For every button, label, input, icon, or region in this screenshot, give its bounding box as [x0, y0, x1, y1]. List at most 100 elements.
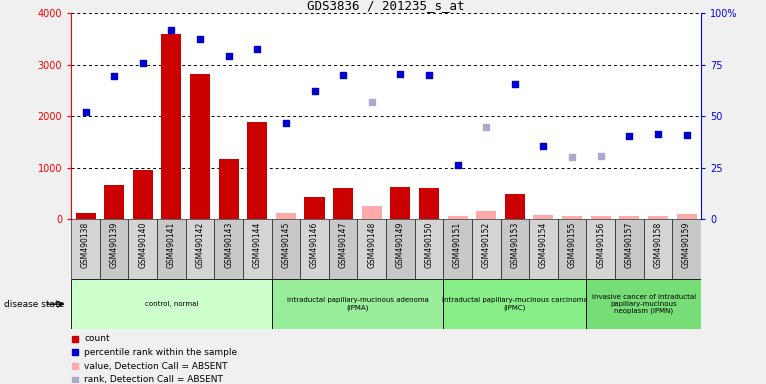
Bar [104, 185, 124, 219]
Bar [591, 216, 611, 219]
Bar [129, 219, 157, 279]
Text: GSM490158: GSM490158 [653, 221, 663, 268]
Bar [71, 219, 100, 279]
Text: GSM490153: GSM490153 [510, 221, 519, 268]
Point [108, 73, 120, 79]
Point [423, 72, 435, 78]
Point [365, 99, 378, 105]
Text: GSM490139: GSM490139 [110, 221, 119, 268]
Bar [673, 219, 701, 279]
Bar [562, 216, 582, 219]
Text: GSM490142: GSM490142 [195, 221, 205, 268]
Bar [272, 219, 300, 279]
Text: GSM490156: GSM490156 [596, 221, 605, 268]
Bar [643, 219, 673, 279]
Bar [329, 219, 358, 279]
Bar [76, 213, 96, 219]
Point [680, 132, 692, 138]
Point [451, 162, 463, 169]
Text: intraductal papillary-mucinous adenoma
(IPMA): intraductal papillary-mucinous adenoma (… [286, 297, 428, 311]
Bar [391, 187, 411, 219]
Bar [247, 122, 267, 219]
Text: GSM490144: GSM490144 [253, 221, 262, 268]
Bar [214, 219, 243, 279]
Bar [157, 219, 185, 279]
Point [337, 72, 349, 78]
Text: GSM490140: GSM490140 [139, 221, 147, 268]
Text: GSM490148: GSM490148 [367, 221, 376, 268]
Bar [558, 219, 587, 279]
Bar [505, 194, 525, 219]
Text: rank, Detection Call = ABSENT: rank, Detection Call = ABSENT [84, 376, 224, 384]
Bar [529, 219, 558, 279]
Bar [358, 219, 386, 279]
Text: invasive cancer of intraductal
papillary-mucinous
neoplasm (IPMN): invasive cancer of intraductal papillary… [591, 294, 696, 314]
Text: value, Detection Call = ABSENT: value, Detection Call = ABSENT [84, 362, 228, 371]
Bar [472, 219, 500, 279]
Bar [676, 214, 696, 219]
Text: GSM490138: GSM490138 [81, 221, 90, 268]
Point [280, 120, 292, 126]
Text: GSM490159: GSM490159 [682, 221, 691, 268]
Point [80, 109, 92, 115]
Bar [587, 279, 701, 329]
Text: GSM490145: GSM490145 [281, 221, 290, 268]
Bar [100, 219, 129, 279]
Point [566, 154, 578, 161]
Bar [272, 279, 444, 329]
Bar [476, 211, 496, 219]
Text: GSM490149: GSM490149 [396, 221, 405, 268]
Bar [305, 197, 325, 219]
Point [251, 46, 264, 52]
Text: GSM490151: GSM490151 [453, 221, 462, 268]
Bar [444, 279, 587, 329]
Bar [218, 159, 239, 219]
Text: GSM490150: GSM490150 [424, 221, 434, 268]
Bar [162, 34, 182, 219]
Bar [533, 215, 554, 219]
Bar [500, 219, 529, 279]
Text: GSM490143: GSM490143 [224, 221, 233, 268]
Bar [620, 216, 640, 219]
Bar [243, 219, 272, 279]
Point [223, 53, 235, 59]
Point [165, 27, 178, 33]
Bar [190, 74, 210, 219]
Point [624, 132, 636, 139]
Point [309, 88, 321, 94]
Text: GSM490146: GSM490146 [310, 221, 319, 268]
Bar [185, 219, 214, 279]
Point [538, 143, 550, 149]
Bar [615, 219, 643, 279]
Bar [447, 216, 467, 219]
Text: count: count [84, 334, 110, 343]
Point [652, 131, 664, 137]
Point [194, 36, 206, 42]
Point [394, 70, 407, 76]
Bar [362, 206, 381, 219]
Text: GSM490157: GSM490157 [625, 221, 633, 268]
Bar [444, 219, 472, 279]
Bar [333, 187, 353, 219]
Title: GDS3836 / 201235_s_at: GDS3836 / 201235_s_at [307, 0, 465, 12]
Point [136, 60, 149, 66]
Text: control, normal: control, normal [145, 301, 198, 307]
Bar [276, 213, 296, 219]
Text: GSM490152: GSM490152 [482, 221, 491, 268]
Point [480, 124, 493, 131]
Bar [133, 170, 152, 219]
Text: percentile rank within the sample: percentile rank within the sample [84, 348, 237, 357]
Bar [71, 279, 272, 329]
Bar [300, 219, 329, 279]
Bar [648, 216, 668, 219]
Text: GSM490147: GSM490147 [339, 221, 348, 268]
Bar [386, 219, 414, 279]
Text: disease state: disease state [4, 300, 64, 309]
Point [509, 81, 521, 87]
Bar [587, 219, 615, 279]
Text: GSM490154: GSM490154 [539, 221, 548, 268]
Bar [414, 219, 444, 279]
Text: GSM490141: GSM490141 [167, 221, 176, 268]
Text: GSM490155: GSM490155 [568, 221, 577, 268]
Bar [419, 187, 439, 219]
